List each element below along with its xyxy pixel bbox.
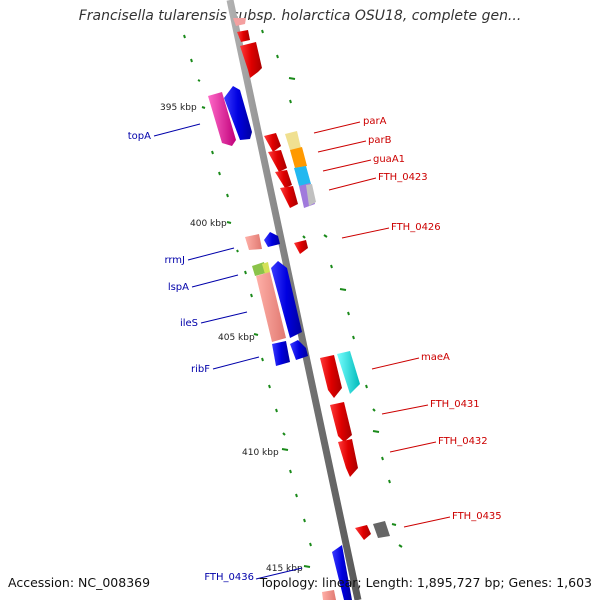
gene-label-fth-0432[interactable]: FTH_0432	[438, 436, 488, 447]
gene-label-ribf[interactable]: ribF	[191, 364, 210, 375]
gene-fth-0426[interactable]	[294, 240, 308, 254]
gene-label-guaa1[interactable]: guaA1	[373, 154, 405, 165]
gene-label-parb[interactable]: parB	[368, 135, 392, 146]
gene-label-rrmj[interactable]: rrmJ	[164, 255, 185, 266]
gene-label-para[interactable]: parA	[363, 116, 387, 127]
forward-gene-cluster-para[interactable]	[264, 131, 316, 208]
gene-label-fth-0435[interactable]: FTH_0435	[452, 511, 502, 522]
reverse-leader-lines	[153, 123, 303, 580]
reverse-gene-cluster-topa[interactable]	[208, 86, 252, 146]
gene-label-topa[interactable]: topA	[128, 131, 151, 142]
gene-label-fth-0436[interactable]: FTH_0436	[204, 572, 254, 583]
reverse-tick-track	[183, 34, 312, 568]
kbp-label-410: 410 kbp	[242, 448, 279, 458]
forward-gene-cluster-maea[interactable]	[320, 351, 360, 477]
genome-title: Francisella tularensis subsp. holarctica…	[78, 8, 522, 24]
gene-label-maea[interactable]: maeA	[421, 352, 450, 363]
kbp-label-415: 415 kbp	[266, 564, 303, 574]
genome-stats-text: Topology: linear; Length: 1,895,727 bp; …	[259, 575, 592, 590]
forward-leader-lines	[313, 121, 451, 528]
accession-text: Accession: NC_008369	[8, 575, 151, 590]
gene-label-lspa[interactable]: lspA	[168, 282, 189, 293]
gene-label-iles[interactable]: ileS	[180, 318, 198, 329]
gene-features-top	[233, 18, 262, 78]
kbp-label-395: 395 kbp	[160, 103, 197, 113]
reverse-gene-cluster-ilesa[interactable]	[245, 232, 308, 366]
gene-label-fth-0431[interactable]: FTH_0431	[430, 399, 480, 410]
kbp-label-405: 405 kbp	[218, 333, 255, 343]
gene-label-fth-0423[interactable]: FTH_0423	[378, 172, 428, 183]
gene-label-fth-0426[interactable]: FTH_0426	[391, 222, 441, 233]
kbp-label-400: 400 kbp	[190, 219, 227, 229]
forward-tick-track	[261, 29, 403, 548]
gene-features-bottom	[322, 545, 352, 600]
forward-gene-cluster-fth0435[interactable]	[355, 521, 390, 540]
